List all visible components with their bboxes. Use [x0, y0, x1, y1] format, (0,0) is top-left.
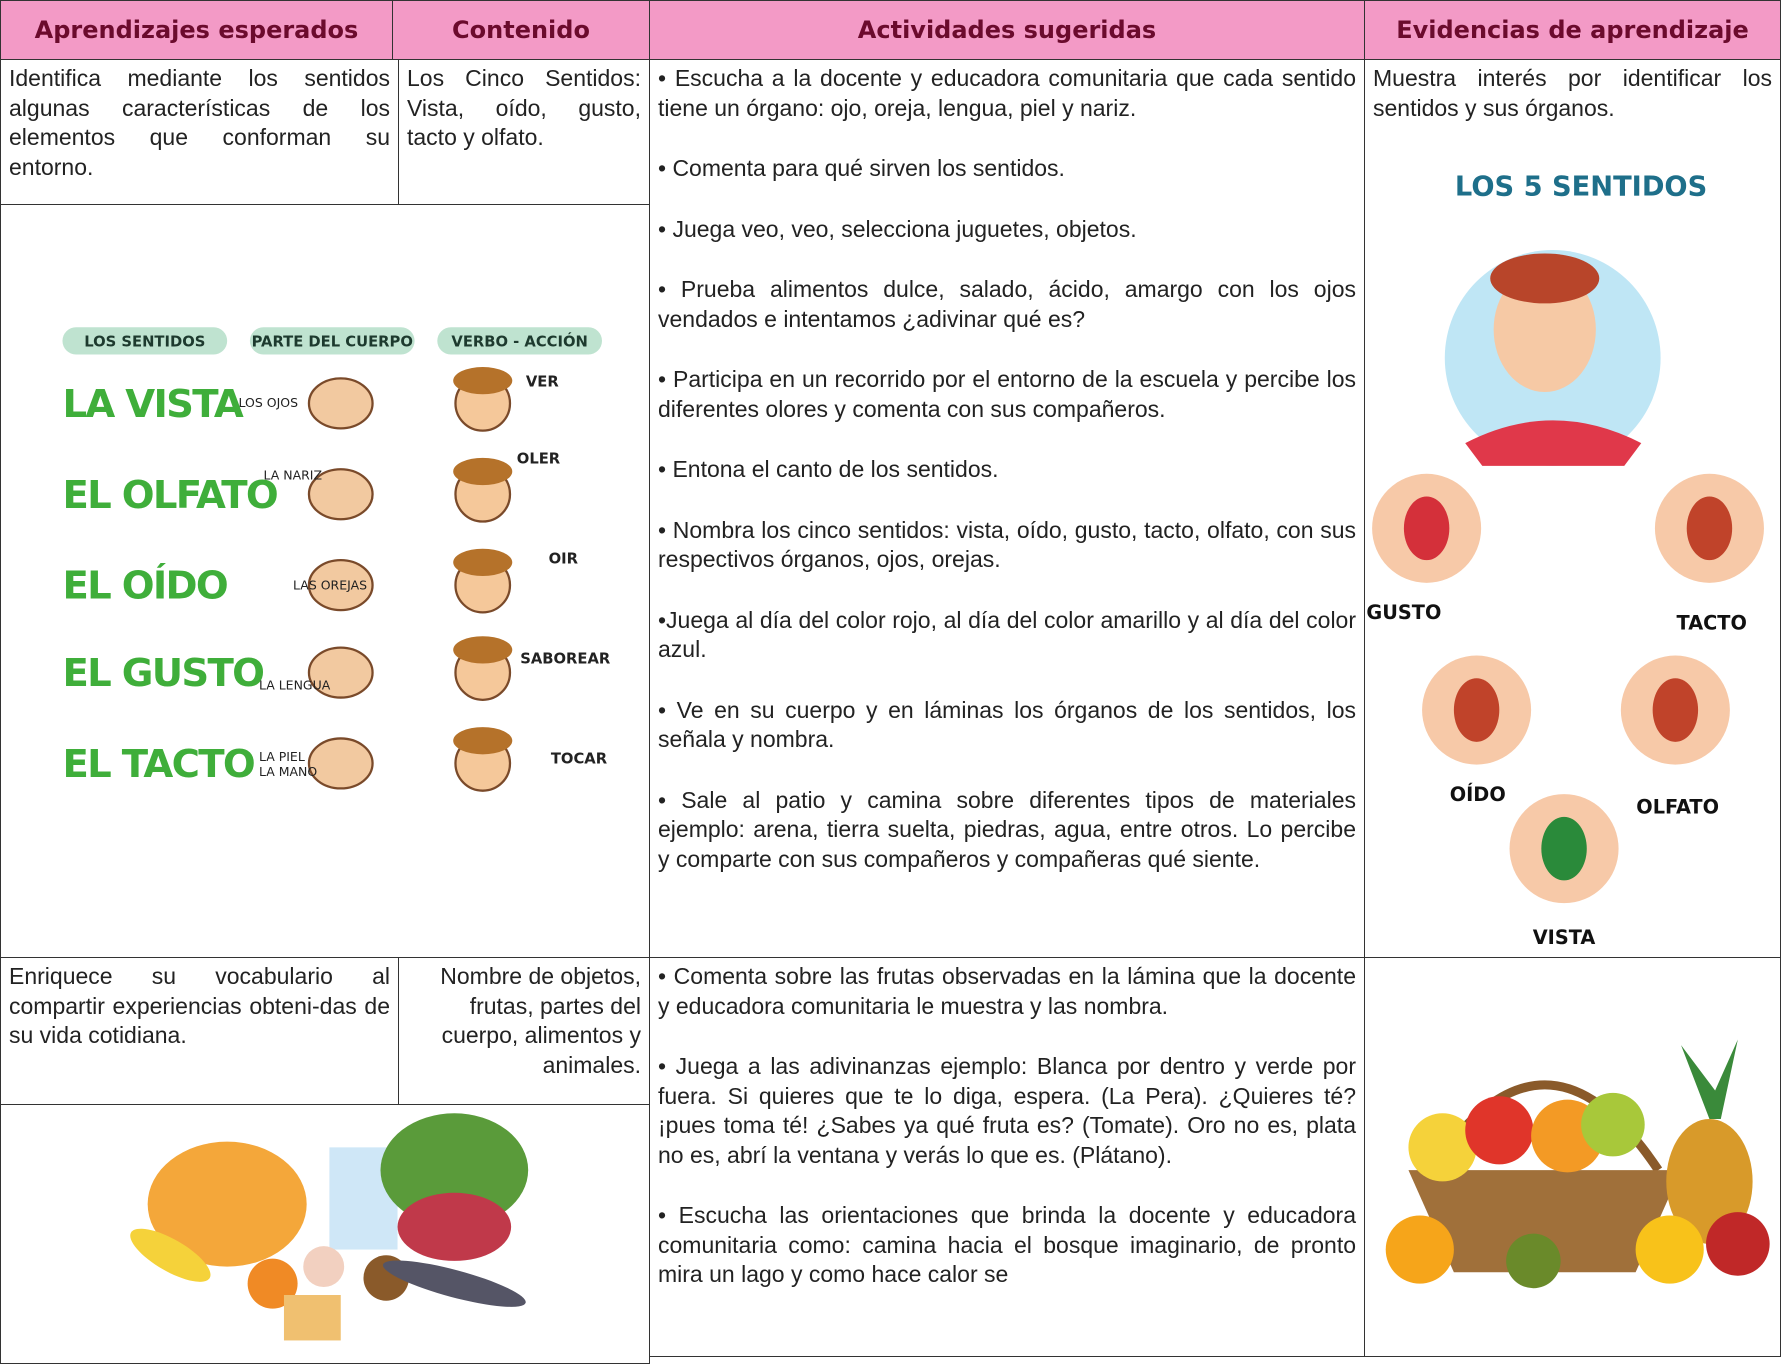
- activity: • Juega a las adivinanzas ejemplo: Blanc…: [658, 1053, 1356, 1168]
- activity: •Juega al día del color rojo, al día del…: [658, 606, 1356, 663]
- cell: Identifica mediante los sentidos algunas…: [0, 59, 399, 205]
- image-cell: [0, 204, 650, 958]
- activity: • Sale al patio y camina sobre diferente…: [658, 786, 1356, 872]
- header-cell: Actividades sugeridas: [649, 0, 1365, 60]
- image-cell: [1364, 957, 1781, 1357]
- header-cell: Aprendizajes esperados: [0, 0, 393, 60]
- activity: • Participa en un recorrido por el entor…: [658, 366, 1356, 422]
- cell: Muestra interés por identificar los sent…: [1364, 59, 1781, 958]
- activities: • Escucha a la docente y educadora comun…: [649, 59, 1365, 958]
- activity: • Escucha las orientaciones que brinda l…: [658, 1202, 1356, 1287]
- cell: Enriquece su vocabulario al compartir ex…: [0, 957, 399, 1105]
- activity: • Ve en su cuerpo y en láminas los órgan…: [658, 696, 1356, 753]
- cell: Nombre de objetos, frutas, partes del cu…: [398, 957, 650, 1105]
- activity: • Comenta para qué sirven los sentidos.: [658, 155, 1065, 181]
- cell: Los Cinco Sentidos: Vista, oído, gusto, …: [398, 59, 650, 205]
- activity: • Nombra los cinco sentidos: vista, oído…: [658, 516, 1356, 573]
- header-cell: Contenido: [392, 0, 650, 60]
- activity: • Juega veo, veo, selecciona juguetes, o…: [658, 215, 1137, 242]
- activity: • Entona el canto de los sentidos.: [658, 456, 999, 482]
- image-cell: [0, 1104, 650, 1364]
- header-cell: Evidencias de aprendizaje: [1364, 0, 1781, 60]
- activity: • Comenta sobre las frutas observadas en…: [658, 963, 1356, 1019]
- activity: • Prueba alimentos dulce, salado, ácido,…: [658, 276, 1356, 332]
- activities: • Comenta sobre las frutas observadas en…: [649, 957, 1365, 1357]
- activity: • Escucha a la docente y educadora comun…: [658, 65, 1356, 121]
